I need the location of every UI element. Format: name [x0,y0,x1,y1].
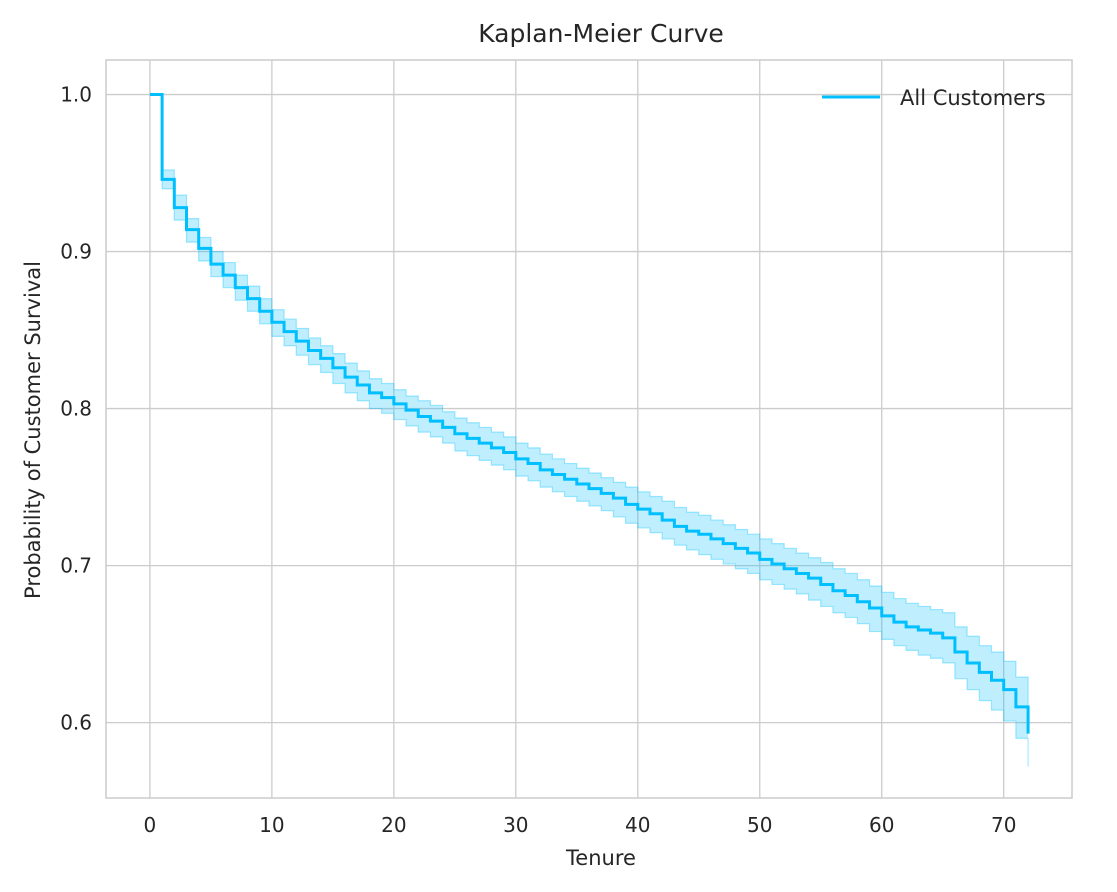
y-tick-label: 1.0 [60,83,92,107]
ci-upper-edge [149,93,1029,706]
y-tick-label: 0.8 [60,397,92,421]
x-tick-label: 50 [747,813,772,837]
chart-title: Kaplan-Meier Curve [478,19,724,48]
y-tick-label: 0.9 [60,240,92,264]
y-tick-label: 0.6 [60,711,92,735]
y-tick-label: 0.7 [60,554,92,578]
survival-curve [149,93,1030,734]
x-axis-label: Tenure [565,846,636,870]
y-axis-label: Probability of Customer Survival [21,261,45,599]
confidence-band [149,93,1029,767]
x-tick-label: 10 [259,813,284,837]
x-tick-label: 60 [869,813,894,837]
grid-lines [106,60,1072,798]
survival-step-line [149,93,1030,734]
x-axis-ticks: 0 10 20 30 40 50 60 70 [144,813,1017,837]
legend-label: All Customers [900,86,1046,110]
y-axis-ticks: 0.6 0.7 0.8 0.9 1.0 [60,83,92,735]
x-tick-label: 70 [991,813,1016,837]
ci-lower-edge [149,93,1029,767]
x-tick-label: 30 [503,813,528,837]
x-tick-label: 0 [144,813,157,837]
confidence-band-fill [149,94,1029,767]
plot-frame [105,59,1073,799]
x-tick-label: 20 [381,813,406,837]
x-tick-label: 40 [625,813,650,837]
legend: All Customers [822,86,1046,110]
